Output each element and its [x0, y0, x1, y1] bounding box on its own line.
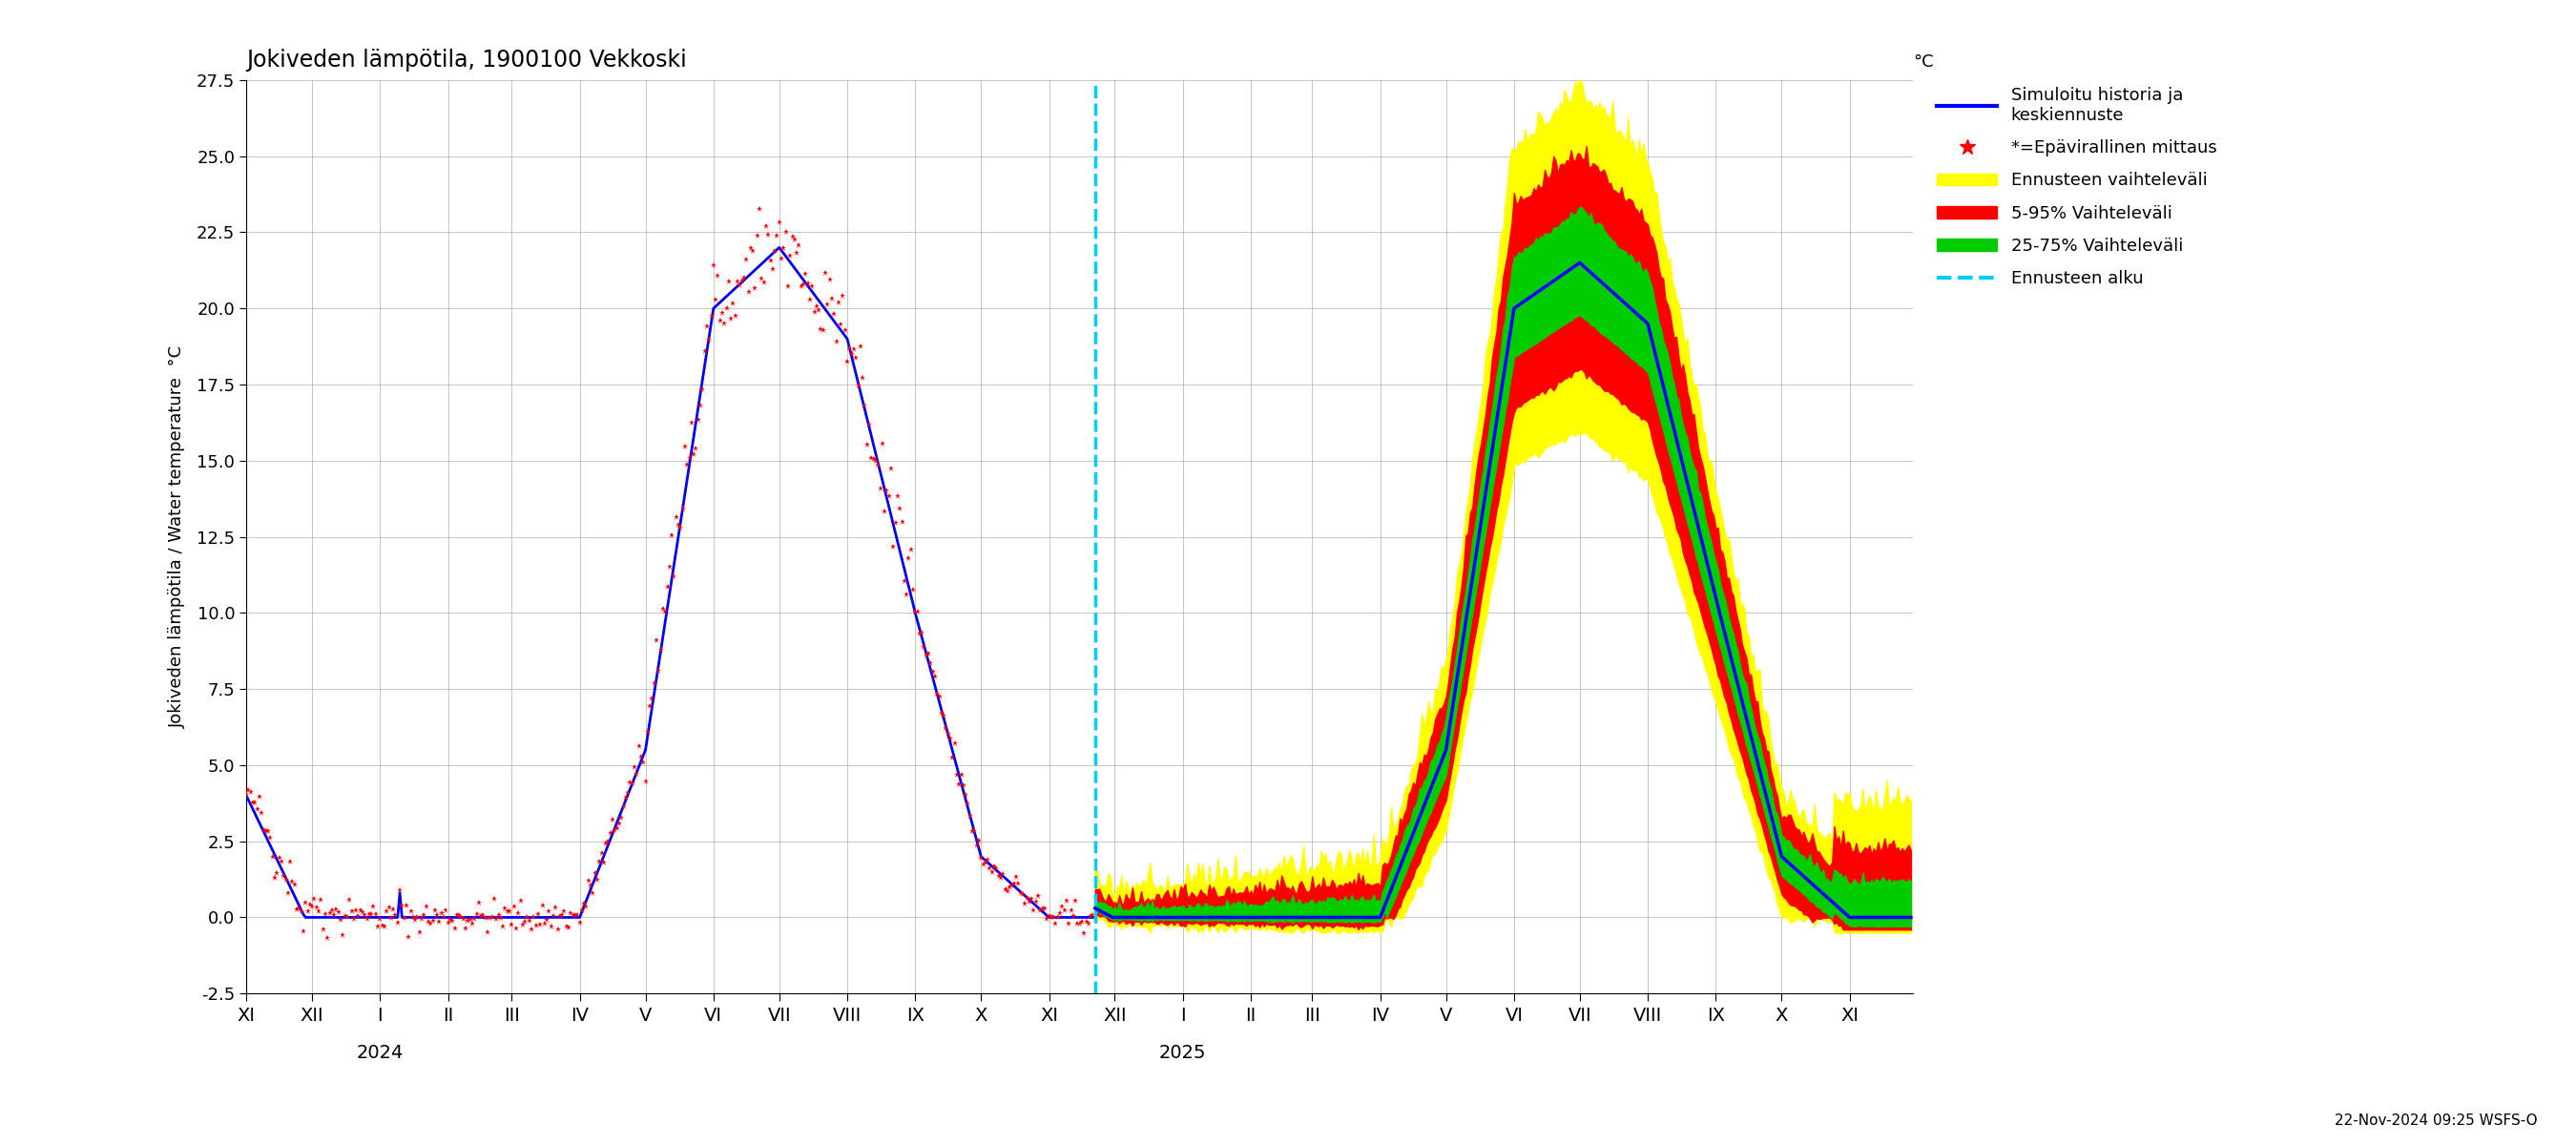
Text: 22-Nov-2024 09:25 WSFS-O: 22-Nov-2024 09:25 WSFS-O: [2334, 1113, 2537, 1128]
Text: 2024: 2024: [355, 1044, 404, 1061]
Legend: Simuloitu historia ja
keskiennuste, *=Epävirallinen mittaus, Ennusteen vaihtelev: Simuloitu historia ja keskiennuste, *=Ep…: [1929, 80, 2223, 294]
Text: 2025: 2025: [1159, 1044, 1206, 1061]
Text: Jokiveden lämpötila, 1900100 Vekkoski: Jokiveden lämpötila, 1900100 Vekkoski: [247, 48, 688, 71]
Y-axis label: Jokiveden lämpötila / Water temperature  °C: Jokiveden lämpötila / Water temperature …: [170, 346, 185, 728]
Text: °C: °C: [1914, 54, 1935, 71]
